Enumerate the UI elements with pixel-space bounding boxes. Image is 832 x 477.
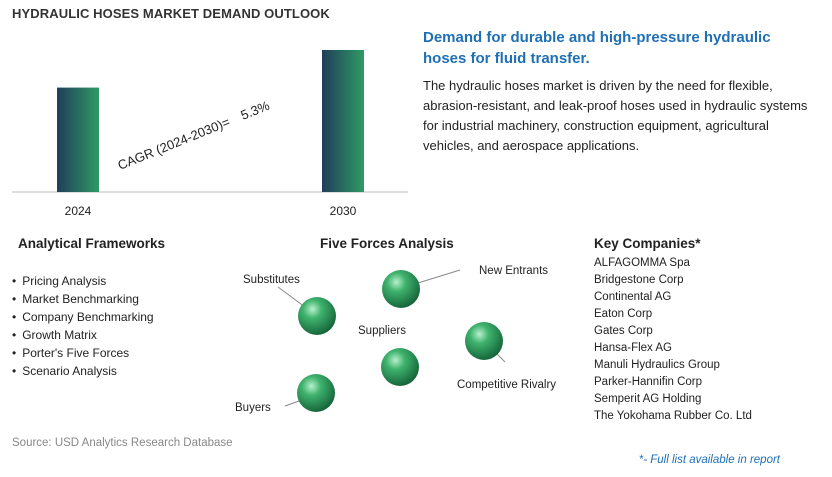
connector-new-entrants [417, 269, 461, 284]
list-item: Pricing Analysis [12, 272, 154, 290]
label-buyers: Buyers [235, 402, 271, 414]
sphere-rivalry [465, 322, 503, 360]
list-item: Semperit AG Holding [594, 393, 702, 405]
page-title: HYDRAULIC HOSES MARKET DEMAND OUTLOOK [12, 6, 330, 21]
footnote: *- Full list available in report [638, 454, 780, 466]
companies-title: Key Companies* [594, 236, 701, 251]
five-forces-title: Five Forces Analysis [320, 236, 454, 251]
list-item: Bridgestone Corp [594, 274, 684, 286]
label-new-entrants: New Entrants [479, 265, 548, 277]
list-item: Hansa-Flex AG [594, 342, 672, 354]
bar-chart: 2024 2030 CAGR (2024-2030)= 5.3% [12, 50, 408, 218]
sphere-substitutes [298, 297, 336, 335]
list-item: Company Benchmarking [12, 308, 153, 326]
connector-buyers [284, 399, 303, 407]
sphere-suppliers [381, 348, 419, 386]
list-item: Scenario Analysis [12, 362, 154, 380]
list-item: Manuli Hydraulics Group [594, 359, 720, 371]
connector-substitutes [277, 286, 306, 308]
label-substitutes: Substitutes [243, 274, 300, 286]
frameworks-title: Analytical Frameworks [18, 236, 166, 251]
companies-list: ALFAGOMMA Spa Bridgestone Corp Continent… [594, 255, 752, 425]
list-item: Market Benchmarking [12, 290, 154, 308]
label-suppliers: Suppliers [358, 325, 406, 337]
description: The hydraulic hoses market is driven by … [423, 78, 808, 153]
list-item: The Yokohama Rubber Co. Ltd [594, 410, 752, 422]
list-item: Eaton Corp [594, 308, 653, 320]
sphere-buyers [297, 374, 335, 412]
label-competitive-rivalry: Competitive Rivalry [457, 379, 556, 391]
frameworks-list: Pricing Analysis Market Benchmarking Com… [12, 272, 154, 380]
x-tick-label: 2024 [65, 204, 92, 218]
connector-rivalry [489, 346, 506, 363]
list-item: Gates Corp [594, 325, 653, 337]
list-item: Porter's Five Forces [12, 344, 154, 362]
cagr-value: 5.3% [239, 98, 273, 123]
bar-2030 [322, 50, 364, 192]
headline: Demand for durable and high-pressure hyd… [423, 29, 771, 67]
source-text: Source: USD Analytics Research Database [12, 437, 233, 449]
list-item: Growth Matrix [12, 326, 154, 344]
list-item: Parker-Hannifin Corp [594, 376, 703, 388]
x-tick-label: 2030 [330, 204, 357, 218]
list-item: Continental AG [594, 291, 672, 303]
sphere-new-entrants [382, 270, 420, 308]
cagr-label: CAGR (2024-2030)= [116, 114, 233, 173]
list-item: ALFAGOMMA Spa [594, 257, 690, 269]
bar-2024 [57, 87, 99, 192]
